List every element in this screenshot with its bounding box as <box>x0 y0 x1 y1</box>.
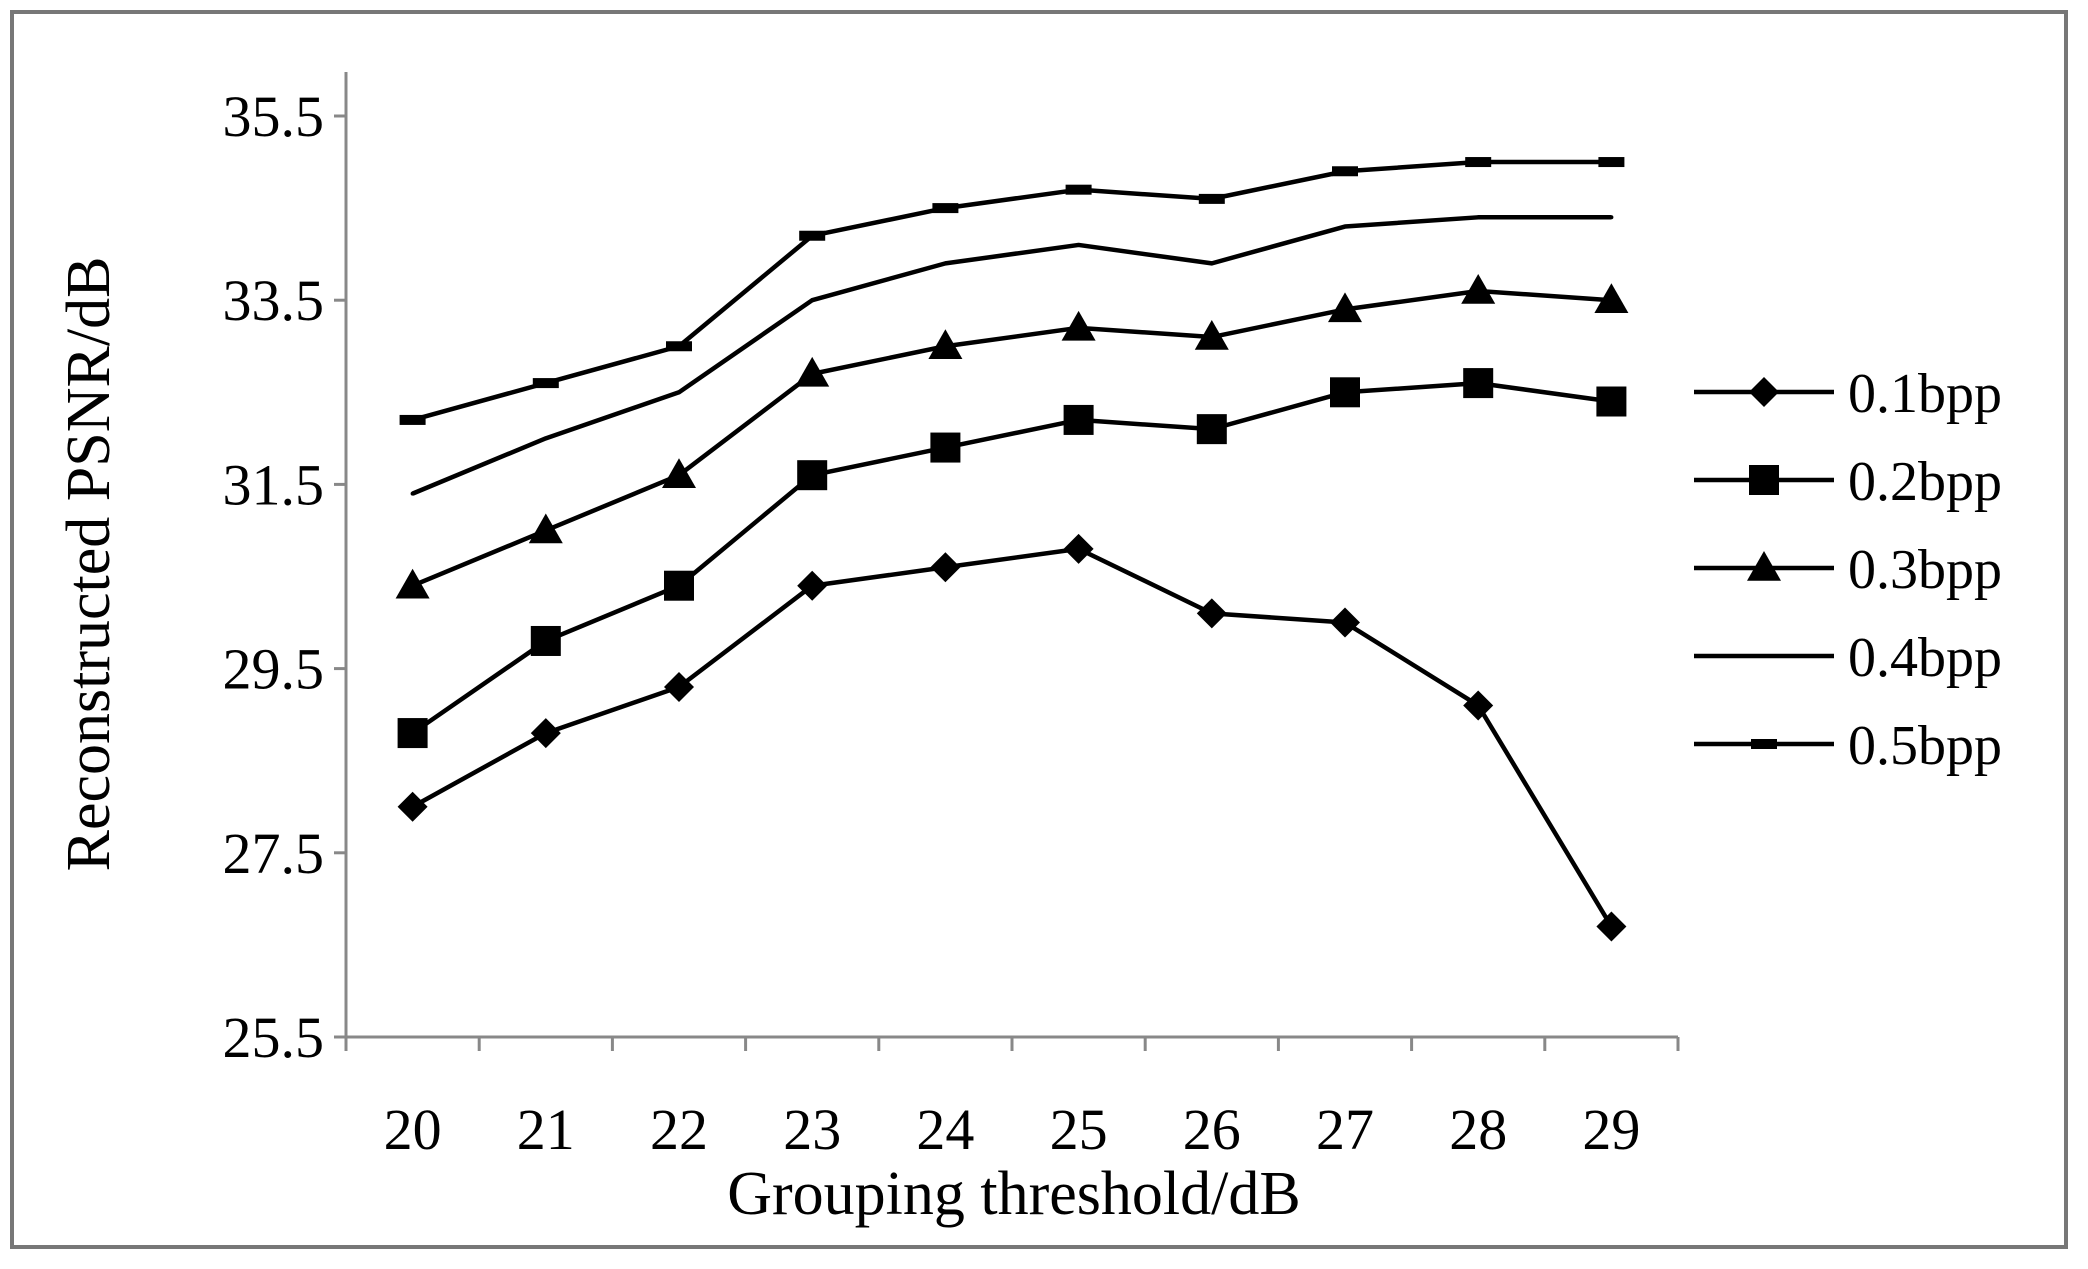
legend-item: 0.3bpp <box>1694 539 2002 601</box>
x-tick-label: 22 <box>650 1097 708 1162</box>
data-point <box>1209 261 1214 266</box>
x-tick-label: 26 <box>1183 1097 1241 1162</box>
data-point <box>928 329 963 359</box>
data-point <box>932 203 959 214</box>
x-tick-label: 28 <box>1449 1097 1507 1162</box>
data-point <box>1330 607 1360 638</box>
data-point <box>528 513 563 544</box>
data-point <box>399 414 426 425</box>
chart-frame: 25.5 27.5 29.5 31.5 33.5 35.5 20 21 22 23 24 25 26 27… <box>10 10 2068 1249</box>
data-point <box>1598 157 1625 168</box>
data-point <box>930 552 961 583</box>
data-point <box>397 791 428 822</box>
y-tick-label: 31.5 <box>223 452 325 517</box>
series-line <box>411 380 1612 735</box>
data-point <box>1461 273 1496 304</box>
data-point <box>662 458 696 488</box>
legend-label: 0.2bpp <box>1848 451 2002 513</box>
y-tick-label: 35.5 <box>223 84 325 149</box>
data-point <box>530 718 561 749</box>
data-point <box>1196 598 1227 629</box>
series-0.4bpp <box>410 215 1614 496</box>
data-point <box>397 718 428 749</box>
series-line <box>412 159 1612 423</box>
data-point <box>1596 911 1627 942</box>
x-tick-label: 20 <box>384 1097 442 1162</box>
y-tick-label: 25.5 <box>223 1005 325 1070</box>
data-point <box>1609 215 1614 220</box>
data-point <box>1330 377 1360 408</box>
data-point <box>930 432 961 463</box>
data-point <box>1594 283 1629 313</box>
axes: 25.5 27.5 29.5 31.5 33.5 35.5 20 21 22 23 24 25 26 27… <box>223 72 1680 1162</box>
x-tick-label: 27 <box>1316 1097 1374 1162</box>
legend: 0.1bpp 0.2bpp 0.3bpp 0.4bpp 0.5bpp <box>1694 363 2002 777</box>
legend-label: 0.5bpp <box>1848 715 2002 777</box>
data-point <box>410 491 415 496</box>
data-point <box>1463 690 1494 721</box>
data-point <box>1063 404 1094 435</box>
data-point <box>810 298 815 303</box>
data-point <box>1198 193 1225 204</box>
legend-label: 0.4bpp <box>1848 627 2002 689</box>
data-point <box>532 378 559 389</box>
data-point <box>530 625 561 656</box>
data-point <box>543 436 548 441</box>
legend-label: 0.1bpp <box>1848 363 2002 425</box>
x-tick-label: 21 <box>517 1097 575 1162</box>
data-point <box>1465 157 1492 168</box>
series-line <box>411 288 1612 588</box>
data-point <box>1596 386 1627 417</box>
data-point <box>1476 215 1481 220</box>
x-axis-title: Grouping threshold/dB <box>727 1160 1300 1228</box>
series-line <box>411 215 1612 496</box>
legend-marker <box>1751 739 1777 749</box>
series-lines <box>395 157 1629 942</box>
data-point <box>1328 292 1362 323</box>
data-point <box>664 672 694 703</box>
data-point <box>1063 533 1094 564</box>
legend-marker <box>1749 465 1779 495</box>
data-point <box>1343 224 1347 229</box>
data-point <box>1061 310 1096 341</box>
data-point <box>1463 368 1494 399</box>
data-point <box>677 390 681 395</box>
series-0.5bpp <box>399 157 1625 425</box>
data-point <box>1196 414 1227 445</box>
x-tick-label: 24 <box>916 1097 974 1162</box>
series-0.3bpp <box>395 273 1629 599</box>
data-point <box>1332 166 1358 177</box>
legend-item: 0.5bpp <box>1694 715 2002 777</box>
y-tick-label: 33.5 <box>223 268 325 333</box>
data-point <box>664 570 694 601</box>
series-0.1bpp <box>397 533 1627 942</box>
data-point <box>1076 242 1081 247</box>
legend-item: 0.4bpp <box>1694 627 2002 689</box>
data-point <box>943 261 948 266</box>
data-point <box>797 570 828 601</box>
legend-marker <box>1749 377 1779 407</box>
y-tick-label: 29.5 <box>223 637 325 702</box>
x-tick-label: 29 <box>1582 1097 1640 1162</box>
y-axis-title: Reconstructed PSNR/dB <box>55 257 123 872</box>
y-tick-label: 27.5 <box>223 821 325 886</box>
line-chart: 25.5 27.5 29.5 31.5 33.5 35.5 20 21 22 23 24 25 26 27… <box>55 72 2002 1228</box>
series-0.2bpp <box>397 368 1627 749</box>
data-point <box>395 568 430 599</box>
legend-item: 0.2bpp <box>1694 451 2002 513</box>
x-tick-label: 23 <box>783 1097 841 1162</box>
legend-marker <box>1747 551 1781 581</box>
data-point <box>795 356 830 387</box>
x-tick-label: 25 <box>1050 1097 1108 1162</box>
legend-item: 0.1bpp <box>1694 363 2002 425</box>
data-point <box>1065 184 1092 195</box>
data-point <box>666 341 692 352</box>
series-line <box>411 546 1614 928</box>
legend-label: 0.3bpp <box>1848 539 2002 601</box>
data-point <box>1194 320 1229 350</box>
data-point <box>799 230 826 241</box>
data-point <box>797 460 828 491</box>
